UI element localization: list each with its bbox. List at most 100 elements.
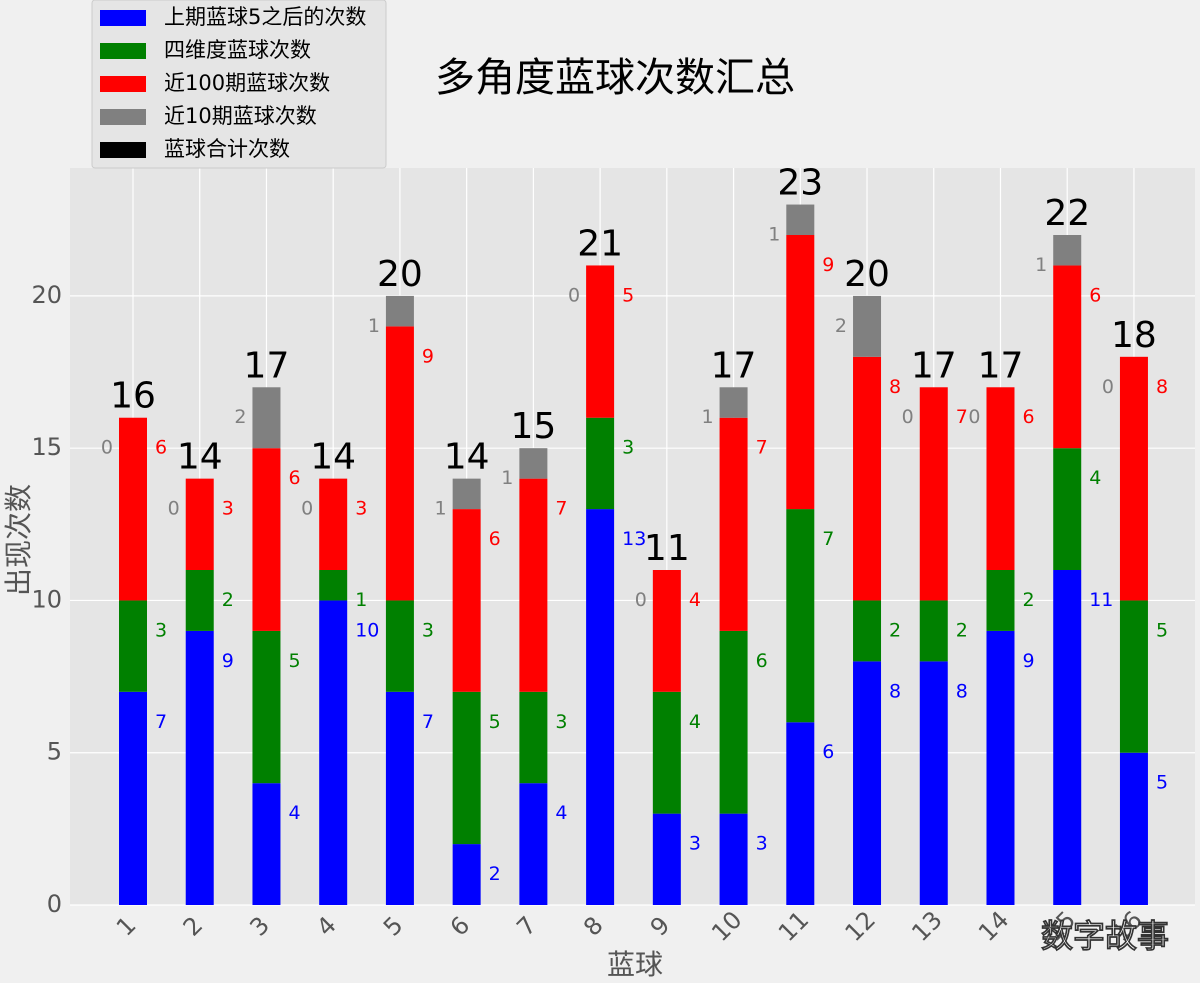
bar-segment (652, 570, 681, 692)
value-label: 0 (968, 406, 980, 428)
legend-label: 蓝球合计次数 (164, 137, 290, 161)
value-label: 6 (1022, 406, 1034, 428)
bar-segment (853, 661, 882, 905)
legend-swatch (100, 10, 146, 26)
y-tick-label: 0 (47, 890, 62, 918)
legend-swatch (100, 142, 146, 158)
value-label: 5 (1156, 619, 1168, 641)
legend-label: 四维度蓝球次数 (164, 38, 311, 62)
value-label: 2 (234, 406, 246, 428)
bar-segment (853, 600, 882, 662)
bar-segment (452, 691, 481, 845)
value-label: 6 (1089, 284, 1101, 306)
value-label: 4 (1089, 467, 1101, 489)
y-tick-label: 10 (31, 585, 62, 613)
legend-label: 近10期蓝球次数 (164, 104, 317, 128)
bar-segment (519, 691, 548, 784)
bar-segment (385, 691, 414, 905)
total-label: 17 (978, 345, 1024, 386)
value-label: 4 (689, 711, 701, 733)
bar-segment (185, 478, 214, 570)
bars: 7360169230144562171013014739120256114437… (101, 163, 1168, 905)
total-label: 14 (444, 437, 490, 478)
total-label: 17 (244, 345, 290, 386)
total-label: 11 (644, 528, 690, 569)
value-label: 7 (756, 437, 768, 459)
value-label: 1 (501, 467, 513, 489)
bar-segment (385, 295, 414, 327)
value-label: 2 (489, 863, 501, 885)
value-label: 8 (956, 680, 968, 702)
bar-segment (986, 387, 1015, 570)
y-axis-label: 出现次数 (2, 484, 35, 596)
bar-segment (319, 478, 348, 570)
total-label: 14 (310, 437, 356, 478)
total-label: 20 (844, 254, 890, 295)
bar-segment (1119, 356, 1148, 601)
watermark: 数字故事 (1041, 917, 1169, 955)
value-label: 3 (355, 498, 367, 520)
value-label: 1 (368, 315, 380, 337)
total-label: 17 (911, 345, 957, 386)
bar-segment (452, 844, 481, 905)
bar-segment (319, 570, 348, 601)
value-label: 0 (568, 284, 580, 306)
legend-swatch (100, 76, 146, 92)
bar-segment (385, 326, 414, 601)
bar-segment (185, 570, 214, 631)
bar-segment (119, 600, 147, 692)
chart-title: 多角度蓝球次数汇总 (435, 55, 795, 101)
legend-swatch (100, 43, 146, 59)
bar-segment (652, 691, 681, 814)
total-label: 23 (777, 163, 823, 204)
value-label: 0 (1102, 376, 1114, 398)
total-label: 21 (577, 223, 623, 264)
value-label: 3 (756, 833, 768, 855)
value-label: 8 (889, 680, 901, 702)
legend-box (91, 0, 387, 169)
value-label: 1 (701, 406, 713, 428)
bar-segment (586, 509, 615, 905)
value-label: 3 (222, 498, 234, 520)
total-label: 17 (711, 345, 757, 386)
bar-segment (519, 448, 548, 479)
bar-segment (252, 630, 281, 784)
bar-segment (786, 509, 815, 723)
value-label: 1 (355, 589, 367, 611)
value-label: 13 (622, 528, 646, 550)
value-label: 6 (822, 741, 834, 763)
bar-segment (919, 387, 948, 601)
total-label: 16 (110, 376, 156, 417)
y-tick-label: 20 (31, 281, 62, 309)
legend-label: 上期蓝球5之后的次数 (164, 5, 366, 29)
value-label: 2 (1022, 589, 1034, 611)
bar-segment (519, 478, 548, 692)
x-axis-label: 蓝球 (607, 948, 663, 981)
bar-segment (452, 478, 481, 510)
bar-segment (252, 448, 281, 631)
value-label: 0 (301, 498, 313, 520)
value-label: 6 (489, 528, 501, 550)
y-tick-label: 5 (47, 738, 62, 766)
bar-segment (986, 570, 1015, 631)
value-label: 4 (288, 802, 300, 824)
value-label: 3 (689, 833, 701, 855)
legend-swatch (100, 109, 146, 125)
y-tick-label: 15 (31, 433, 62, 461)
value-label: 6 (288, 467, 300, 489)
value-label: 7 (422, 711, 434, 733)
total-label: 15 (510, 406, 556, 447)
bar-segment (719, 813, 748, 905)
bar-segment (719, 417, 748, 631)
value-label: 7 (956, 406, 968, 428)
value-label: 2 (956, 619, 968, 641)
bar-segment (853, 295, 882, 357)
bar-segment (786, 235, 815, 510)
value-label: 6 (756, 650, 768, 672)
value-label: 11 (1089, 589, 1113, 611)
value-label: 0 (635, 589, 647, 611)
value-label: 2 (222, 589, 234, 611)
value-label: 1 (768, 224, 780, 246)
